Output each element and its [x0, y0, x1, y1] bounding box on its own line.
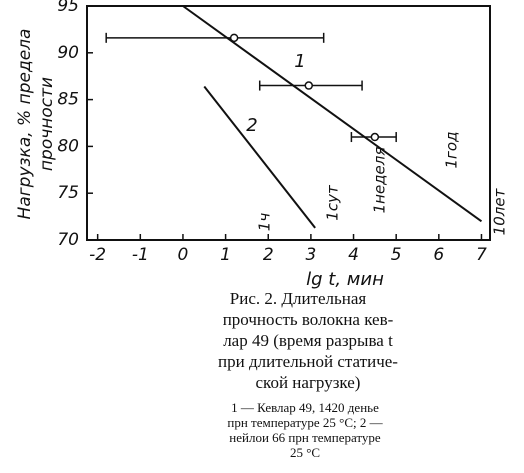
time-annotation: 10лет [491, 187, 509, 235]
caption-line: Рис. 2. Длительная [230, 289, 367, 308]
time-annotation: 1неделя [371, 147, 389, 214]
y-tick-label: 75 [57, 183, 79, 203]
footnote-line: прн температуре 25 °С; 2 — [227, 415, 383, 430]
x-tick-label: -1 [132, 245, 149, 265]
caption-line: при длительной статиче- [218, 352, 398, 371]
y-tick-label: 85 [57, 90, 79, 110]
footnote-line: 25 °С [290, 445, 320, 460]
y-tick-label: 80 [57, 136, 79, 156]
y-label: Нагрузка, % предела [15, 29, 35, 220]
caption-line: ской нагрузке) [256, 373, 361, 392]
footnote-line: нейлои 66 прн температуре [229, 430, 381, 445]
x-tick-label: 3 [305, 245, 316, 265]
x-tick-label: 1 [220, 245, 231, 265]
y-tick-label: 70 [57, 230, 79, 250]
point [370, 132, 380, 142]
caption-line: прочность волокна кев- [223, 310, 394, 329]
x-tick-label: 4 [348, 245, 359, 265]
footnote-line: 1 — Кевлар 49, 1420 денье [231, 400, 379, 415]
x-tick-label: 7 [476, 245, 487, 265]
x-tick-label: 6 [433, 245, 444, 265]
x-tick-label: 2 [263, 245, 274, 265]
time-annotation: 1год [443, 132, 461, 169]
x-label: lg t, мин [306, 269, 384, 290]
point [229, 33, 239, 43]
line [203, 85, 316, 229]
series-label: 2 [246, 115, 257, 136]
x-tick-label: 0 [178, 245, 189, 265]
y-tick-label: 95 [57, 0, 79, 16]
time-annotation: 1ч [256, 213, 274, 232]
x-tick-label: 5 [391, 245, 402, 265]
time-annotation: 1сут [324, 184, 342, 221]
point [304, 81, 314, 90]
plot-frame [86, 5, 491, 241]
x-tick-label: -2 [89, 245, 106, 265]
caption-line: лар 49 (время разрыва t [223, 331, 393, 350]
y-label: прочности [37, 77, 57, 171]
line [182, 5, 483, 223]
y-tick-label: 90 [57, 43, 79, 63]
series-label: 1 [294, 51, 305, 72]
